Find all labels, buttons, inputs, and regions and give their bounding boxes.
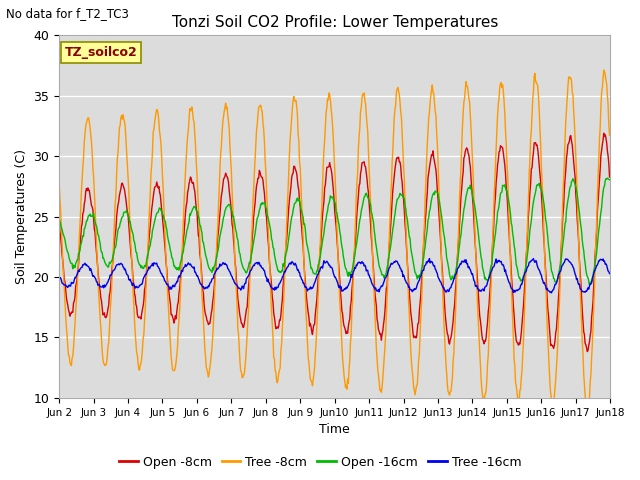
- Open -16cm: [605, 177, 613, 183]
- Tree -16cm: [391, 259, 399, 265]
- Text: TZ_soilco2: TZ_soilco2: [65, 46, 138, 59]
- Line: Open -8cm: Open -8cm: [59, 133, 609, 351]
- Tree -8cm: [584, 406, 592, 412]
- Tree -8cm: [269, 334, 277, 339]
- Open -8cm: [391, 166, 399, 172]
- Open -8cm: [605, 174, 613, 180]
- Tree -8cm: [120, 116, 127, 122]
- Open -16cm: [269, 245, 277, 251]
- Tree -16cm: [548, 290, 556, 296]
- Open -16cm: [55, 217, 63, 223]
- Tree -16cm: [605, 271, 613, 276]
- Open -16cm: [221, 208, 228, 214]
- Tree -16cm: [248, 265, 256, 271]
- Tree -16cm: [269, 286, 277, 292]
- X-axis label: Time: Time: [319, 423, 350, 436]
- Line: Open -16cm: Open -16cm: [59, 178, 609, 285]
- Y-axis label: Soil Temperatures (C): Soil Temperatures (C): [15, 149, 28, 284]
- Open -16cm: [120, 210, 127, 216]
- Open -16cm: [248, 248, 256, 254]
- Text: No data for f_T2_TC3: No data for f_T2_TC3: [6, 7, 129, 20]
- Line: Tree -8cm: Tree -8cm: [59, 70, 609, 409]
- Open -8cm: [422, 211, 429, 217]
- Tree -8cm: [55, 180, 63, 185]
- Open -8cm: [55, 217, 63, 223]
- Open -8cm: [600, 131, 607, 136]
- Open -8cm: [221, 174, 228, 180]
- Open -8cm: [584, 348, 591, 354]
- Tree -16cm: [221, 261, 228, 266]
- Tree -8cm: [248, 223, 256, 228]
- Line: Tree -16cm: Tree -16cm: [59, 259, 609, 293]
- Tree -16cm: [120, 264, 127, 270]
- Open -16cm: [422, 237, 429, 242]
- Open -8cm: [248, 235, 256, 241]
- Open -16cm: [586, 282, 593, 288]
- Title: Tonzi Soil CO2 Profile: Lower Temperatures: Tonzi Soil CO2 Profile: Lower Temperatur…: [172, 15, 498, 30]
- Tree -8cm: [605, 132, 613, 138]
- Tree -8cm: [221, 105, 228, 111]
- Open -16cm: [604, 175, 611, 181]
- Open -8cm: [120, 184, 127, 190]
- Open -8cm: [269, 299, 277, 305]
- Legend: Open -8cm, Tree -8cm, Open -16cm, Tree -16cm: Open -8cm, Tree -8cm, Open -16cm, Tree -…: [114, 451, 526, 474]
- Tree -8cm: [391, 107, 399, 113]
- Tree -16cm: [55, 274, 63, 279]
- Tree -16cm: [422, 262, 429, 267]
- Tree -16cm: [426, 256, 433, 262]
- Tree -8cm: [600, 67, 607, 73]
- Tree -8cm: [422, 179, 429, 184]
- Open -16cm: [391, 212, 399, 217]
